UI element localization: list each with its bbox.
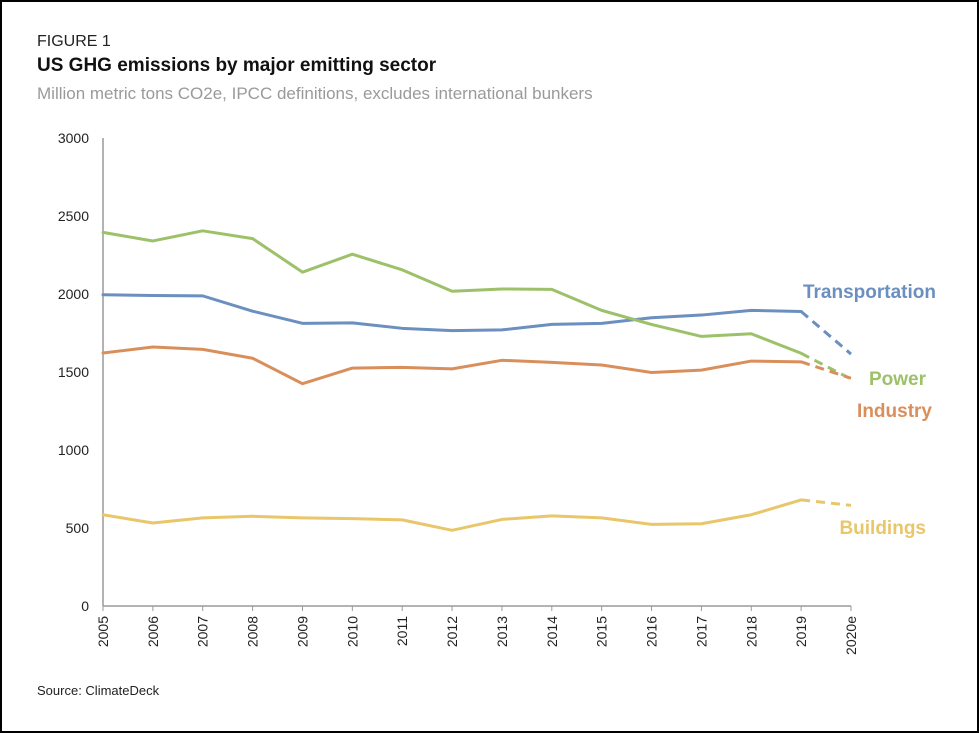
- chart-title: US GHG emissions by major emitting secto…: [37, 55, 437, 76]
- x-tick-label: 2010: [344, 616, 360, 647]
- x-tick-label: 2014: [544, 616, 560, 647]
- series-label-buildings: Buildings: [839, 518, 926, 539]
- x-tick-label: 2020e: [843, 616, 859, 655]
- x-tick-label: 2006: [145, 616, 161, 647]
- y-tick-label: 2500: [58, 208, 89, 224]
- x-tick-label: 2017: [693, 616, 709, 647]
- series-projection-industry: [800, 360, 852, 380]
- y-tick-label: 500: [66, 520, 90, 536]
- series-label-power: Power: [869, 369, 927, 390]
- x-tick-label: 2015: [594, 616, 610, 647]
- x-tick-label: 2009: [294, 616, 310, 647]
- series-layer: [101, 229, 852, 532]
- y-tick-label: 2000: [58, 286, 89, 302]
- x-axis: 2005 2006 2007 2008 2009 2010 2011 2012 2013 2014…: [95, 605, 859, 655]
- y-tick-label: 1000: [58, 442, 89, 458]
- x-tick-label: 2011: [394, 616, 410, 646]
- source-note: Source: ClimateDeck: [37, 683, 160, 698]
- series-line-industry: [101, 345, 803, 386]
- x-tick-label: 2012: [444, 616, 460, 647]
- x-tick-label: 2016: [644, 616, 660, 647]
- x-tick-label: 2018: [743, 616, 759, 647]
- series-projection-transportation: [800, 310, 852, 356]
- series-labels: Transportation Power Industry Buildings: [803, 282, 936, 539]
- x-tick-label: 2008: [245, 616, 261, 647]
- y-tick-label: 0: [81, 598, 89, 614]
- y-axis: 0 500 1000 1500 2000 2500 3000: [58, 130, 104, 614]
- series-projection-buildings: [800, 498, 852, 507]
- chart-subtitle: Million metric tons CO2e, IPCC definitio…: [37, 84, 593, 103]
- series-label-industry: Industry: [857, 401, 932, 422]
- y-tick-label: 3000: [58, 130, 89, 146]
- x-tick-label: 2005: [95, 616, 111, 647]
- series-projection-power: [800, 351, 852, 381]
- series-label-transportation: Transportation: [803, 282, 936, 303]
- x-tick-label: 2013: [494, 616, 510, 647]
- series-line-transportation: [101, 293, 803, 333]
- y-tick-label: 1500: [58, 364, 89, 380]
- x-tick-label: 2007: [195, 616, 211, 647]
- series-line-power: [101, 229, 803, 355]
- figure-label: FIGURE 1: [37, 33, 111, 50]
- series-line-buildings: [101, 498, 803, 532]
- x-tick-label: 2019: [793, 616, 809, 647]
